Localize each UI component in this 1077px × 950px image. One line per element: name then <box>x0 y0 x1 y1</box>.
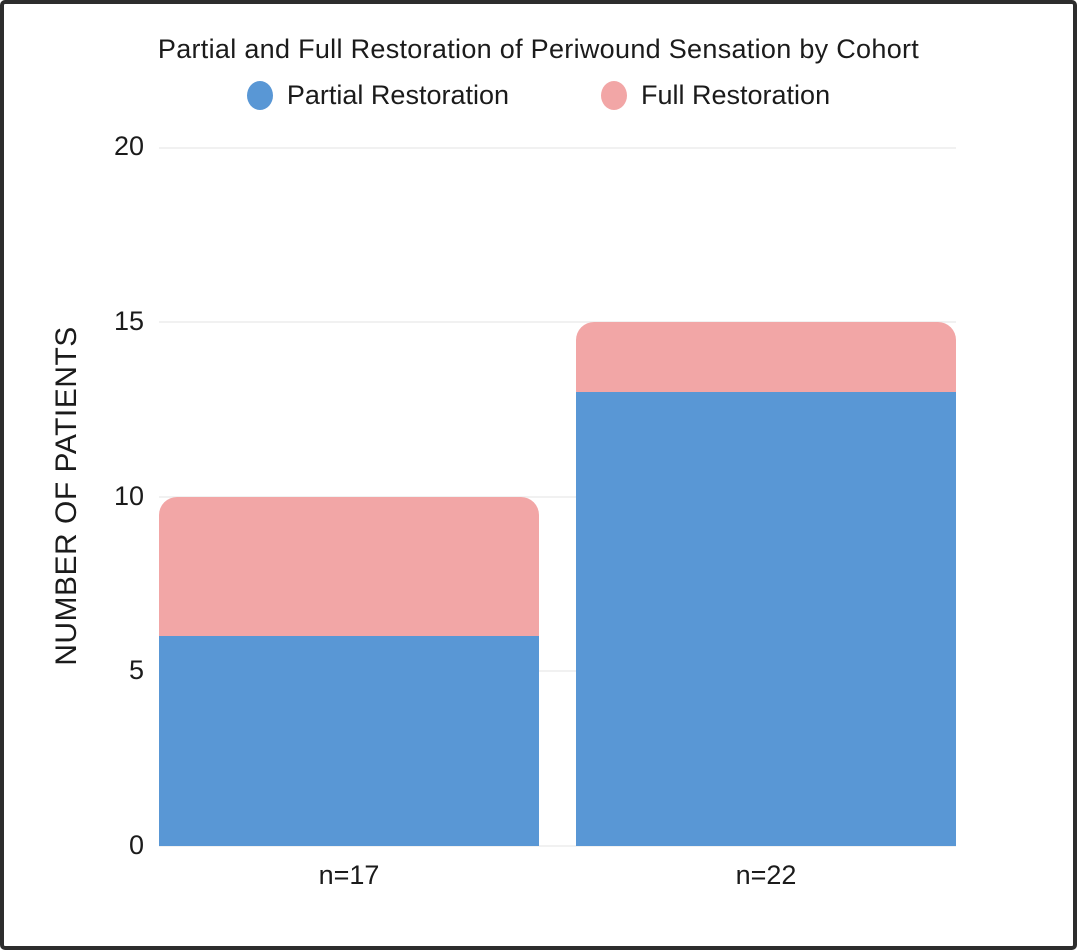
legend-marker-partial-icon <box>246 81 273 110</box>
gridline-y-5 <box>159 670 956 673</box>
bar-segment-n-17-full-restoration <box>159 496 539 637</box>
y-tick-label-5: 5 <box>128 655 144 686</box>
legend-marker-full-icon <box>601 81 627 110</box>
gridline-y-0 <box>159 845 956 847</box>
y-tick-label-20: 20 <box>113 131 144 161</box>
legend: Partial Restoration Full Restoration <box>4 80 1073 111</box>
plot-area <box>159 147 956 847</box>
legend-item-full-restoration: Full Restoration <box>601 80 830 111</box>
gridline-y-10 <box>159 495 956 498</box>
y-tick-label-0: 0 <box>128 830 144 860</box>
bar-segment-n-22-partial-restoration <box>576 391 956 846</box>
legend-label-partial: Partial Restoration <box>286 80 509 110</box>
bar-segment-n-22-full-restoration <box>576 321 956 392</box>
y-tick-label-10: 10 <box>113 480 144 511</box>
chart-title: Partial and Full Restoration of Periwoun… <box>157 34 920 64</box>
gridline-y-15 <box>159 320 956 323</box>
x-tick-label-n-17: n=17 <box>318 860 380 890</box>
y-tick-label-15: 15 <box>113 305 144 336</box>
x-tick-label-n-22: n=22 <box>735 860 797 890</box>
legend-item-partial-restoration: Partial Restoration <box>246 80 509 111</box>
gridline-y-20 <box>159 147 956 149</box>
bar-segment-n-17-partial-restoration <box>159 636 539 846</box>
legend-label-full: Full Restoration <box>641 80 831 110</box>
